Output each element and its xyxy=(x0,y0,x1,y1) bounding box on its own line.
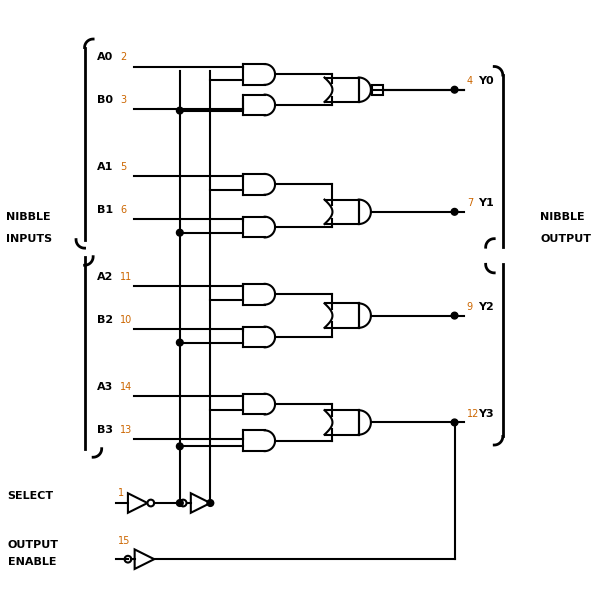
Text: 1: 1 xyxy=(118,488,124,497)
Circle shape xyxy=(451,312,458,319)
Text: 5: 5 xyxy=(120,162,126,172)
Text: A0: A0 xyxy=(97,53,113,62)
Text: 12: 12 xyxy=(467,409,479,418)
Circle shape xyxy=(207,500,214,506)
Text: B2: B2 xyxy=(97,315,113,325)
Text: Y1: Y1 xyxy=(478,198,493,208)
Circle shape xyxy=(451,87,458,93)
Text: B3: B3 xyxy=(97,424,113,435)
Text: Y3: Y3 xyxy=(478,409,493,418)
Text: 15: 15 xyxy=(118,536,130,546)
Text: 9: 9 xyxy=(467,302,473,312)
Text: 6: 6 xyxy=(120,205,126,215)
Text: A2: A2 xyxy=(97,272,114,282)
Text: 14: 14 xyxy=(120,382,132,392)
Circle shape xyxy=(176,500,183,506)
Text: 13: 13 xyxy=(120,424,132,435)
Circle shape xyxy=(176,229,183,236)
Text: 10: 10 xyxy=(120,315,132,325)
Text: 2: 2 xyxy=(120,53,126,62)
Text: B0: B0 xyxy=(97,95,113,105)
Text: NIBBLE: NIBBLE xyxy=(6,213,50,222)
Bar xyxy=(372,85,383,95)
Text: A3: A3 xyxy=(97,382,113,392)
Circle shape xyxy=(451,208,458,215)
Text: Y2: Y2 xyxy=(478,302,493,312)
Text: 4: 4 xyxy=(467,76,473,86)
Text: OUTPUT: OUTPUT xyxy=(8,540,59,550)
Text: B1: B1 xyxy=(97,205,113,215)
Text: INPUTS: INPUTS xyxy=(6,235,52,244)
Text: 11: 11 xyxy=(120,272,132,282)
Circle shape xyxy=(451,419,458,426)
Text: 7: 7 xyxy=(467,198,473,208)
Text: SELECT: SELECT xyxy=(8,491,54,501)
Text: OUTPUT: OUTPUT xyxy=(540,235,591,244)
Text: A1: A1 xyxy=(97,162,114,172)
Text: ENABLE: ENABLE xyxy=(8,557,56,567)
Circle shape xyxy=(176,107,183,114)
Text: NIBBLE: NIBBLE xyxy=(540,213,584,222)
Circle shape xyxy=(176,443,183,450)
Text: 3: 3 xyxy=(120,95,126,105)
Text: Y0: Y0 xyxy=(478,76,493,86)
Circle shape xyxy=(176,339,183,346)
